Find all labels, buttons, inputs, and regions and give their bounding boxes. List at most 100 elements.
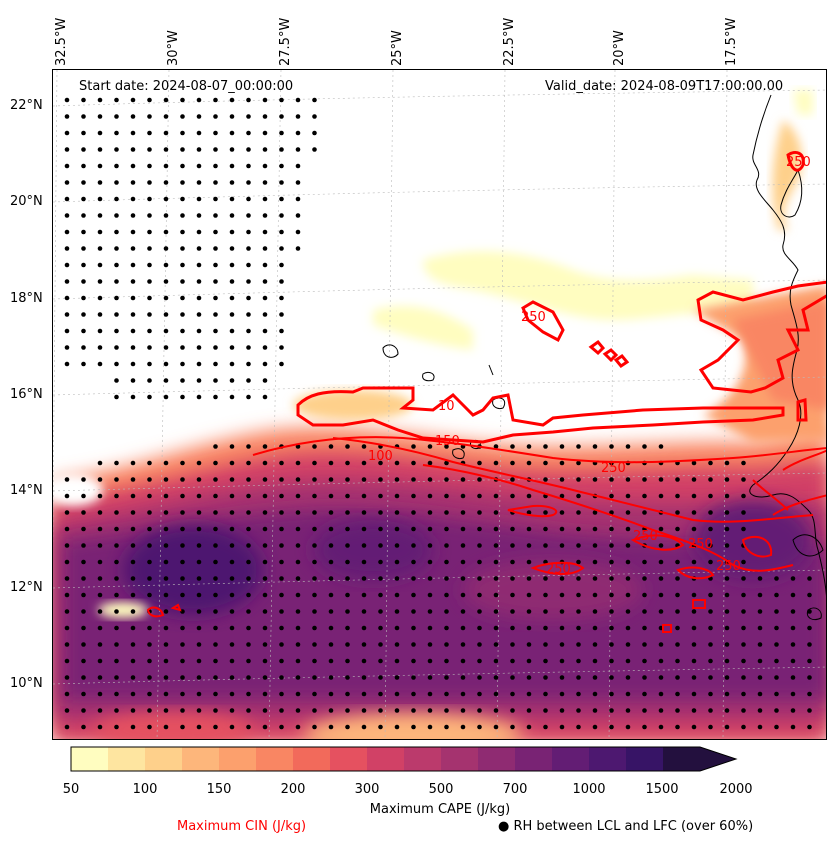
rh-dot [279,262,284,268]
rh-dot [807,658,812,664]
rh-dot [642,477,647,482]
rh-dot [213,493,218,499]
rh-dot [295,493,301,499]
rh-dot [609,658,614,664]
rh-dot [279,460,284,466]
rh-dot [708,460,713,466]
rh-dot [81,493,86,499]
rh-dot [724,642,730,647]
rh-dot [229,477,235,482]
rh-dot [147,295,152,301]
rh-dot [64,163,70,169]
rh-dot [163,180,169,185]
rh-dot [279,246,284,251]
rh-dot [444,609,449,614]
rh-dot [130,460,136,466]
rh-dot [708,658,713,664]
rh-dot [576,642,581,647]
rh-dot [196,724,202,730]
rh-dot [64,279,70,284]
rh-dot [460,543,466,548]
rh-dot [196,642,202,647]
rh-dot [213,378,218,383]
rh-dot [427,460,433,466]
rh-dot [807,675,812,680]
rh-dot [609,708,614,713]
rh-dot [246,658,251,664]
rh-dot [708,609,713,614]
rh-dot [147,262,152,268]
rh-dot [246,559,251,565]
rh-dot [559,625,565,631]
rh-dot [64,130,70,136]
rh-dot [543,675,548,680]
rh-dot [196,625,202,631]
rh-dot [279,229,284,235]
colorbar-segment [182,747,219,771]
rh-dot [675,642,680,647]
rh-dot [97,510,103,515]
rh-dot [741,691,746,697]
rh-dot [97,526,103,532]
rh-dot [229,658,235,664]
rh-dot [279,345,284,350]
rh-dot [130,378,136,383]
rh-dot [180,130,185,136]
rh-dot [279,196,284,202]
rh-dot [378,477,383,482]
rh-dot [807,691,812,697]
rh-dot [147,642,152,647]
rh-dot [675,708,680,713]
rh-dot [130,361,136,367]
rh-dot [81,262,86,268]
rh-dot [427,724,433,730]
rh-dot [361,708,367,713]
rh-dot [163,229,169,235]
rh-dot [691,493,697,499]
rh-dot [64,609,70,614]
rh-dot [295,691,301,697]
rh-dot [427,675,433,680]
rh-dot [147,559,152,565]
rh-dot [180,675,185,680]
rh-dot [493,543,499,548]
rh-dot [510,675,515,680]
rh-dot [609,576,614,581]
rh-dot [675,691,680,697]
rh-dot [130,625,136,631]
rh-dot [543,642,548,647]
rh-dot [328,576,334,581]
rh-dot [774,724,779,730]
rh-dot [757,642,763,647]
rh-dot [114,378,119,383]
rh-dot [97,312,103,317]
rh-dot [807,592,812,598]
rh-dot [460,675,466,680]
rh-dot [97,114,103,119]
colorbar-segment [441,747,478,771]
rh-dot [543,625,548,631]
rh-dot [196,130,202,136]
rh-dot [477,708,482,713]
rh-dot [147,114,152,119]
colorbar-tick: 150 [206,782,232,797]
rh-dot [444,460,449,466]
rh-dot [361,510,367,515]
rh-dot [592,477,598,482]
rh-dot [81,477,86,482]
rh-dot [328,510,334,515]
rh-dot [246,444,251,449]
rh-dot [180,460,185,466]
rh-dot [130,394,136,400]
rh-dot [81,345,86,350]
rh-dot [262,708,268,713]
rh-dot [361,493,367,499]
rh-dot [163,510,169,515]
rh-dot [163,708,169,713]
rh-dot [609,510,614,515]
rh-dot [592,592,598,598]
rh-dot [361,675,367,680]
rh-dot [130,328,136,334]
rh-dot [526,691,532,697]
rh-dot [295,708,301,713]
